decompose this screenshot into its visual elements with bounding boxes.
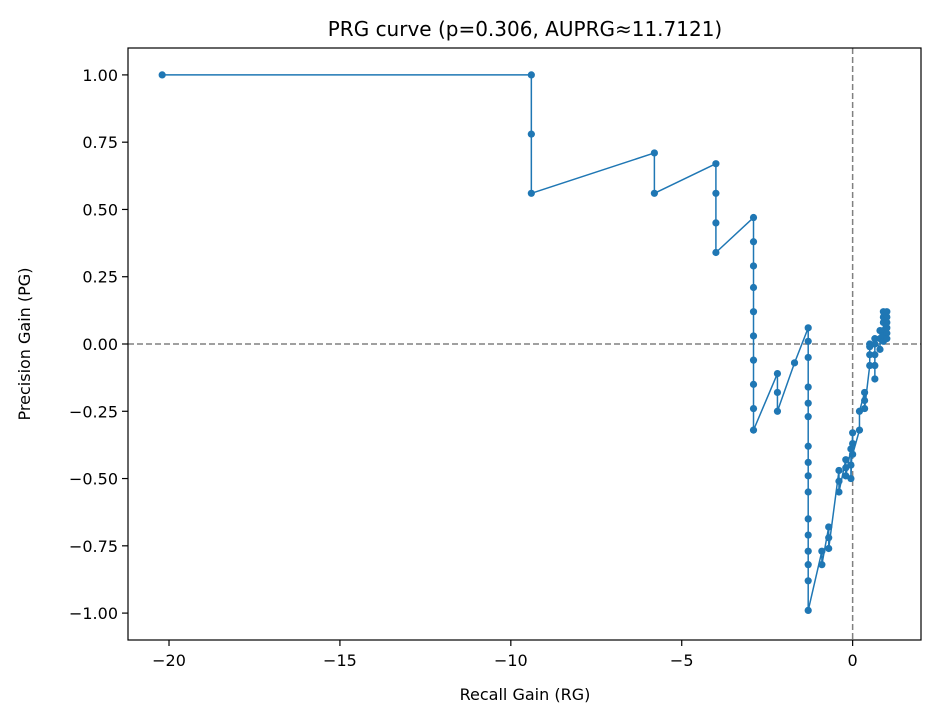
data-point (790, 359, 799, 367)
data-point (749, 356, 758, 364)
data-point (883, 308, 891, 316)
data-point (818, 561, 826, 569)
data-point (804, 383, 812, 391)
x-tick-label: −20 (152, 651, 186, 670)
reference-lines (128, 48, 921, 640)
data-point (712, 189, 720, 197)
data-point (883, 329, 891, 337)
data-point (749, 380, 758, 388)
y-tick-label: 0.25 (82, 268, 118, 287)
data-point (883, 313, 891, 321)
data-point (749, 283, 758, 292)
data-point (871, 375, 879, 383)
y-axis-label: Precision Gain (PG) (15, 268, 34, 421)
data-point (825, 534, 833, 542)
x-tick-label: −5 (670, 651, 694, 670)
data-point (847, 461, 855, 469)
x-axis-label: Recall Gain (RG) (460, 685, 591, 704)
chart-title: PRG curve (p=0.306, AUPRG≈11.7121) (328, 17, 722, 41)
data-point (835, 466, 843, 475)
data-point (861, 404, 869, 413)
x-tick-label: −15 (323, 651, 357, 670)
series-layer (158, 71, 891, 615)
data-point (883, 318, 891, 327)
data-point (527, 189, 535, 197)
data-point (847, 474, 855, 483)
y-tick-label: −1.00 (69, 604, 118, 623)
data-point (527, 130, 535, 138)
data-point (804, 324, 812, 332)
y-tick-label: −0.25 (69, 402, 118, 421)
data-point (749, 308, 758, 316)
data-point (842, 456, 850, 464)
data-point (866, 351, 874, 359)
data-point (849, 429, 857, 437)
y-tick-label: 0.00 (82, 335, 118, 354)
data-point (866, 361, 874, 370)
data-point (866, 340, 874, 348)
data-point (825, 523, 833, 531)
data-point (749, 238, 758, 246)
data-point (804, 399, 812, 407)
data-point (835, 488, 843, 496)
y-tick-label: −0.75 (69, 537, 118, 556)
data-point (849, 450, 857, 458)
data-point (804, 488, 812, 496)
y-tick-label: −0.50 (69, 470, 118, 489)
data-point (749, 213, 758, 222)
data-point (871, 351, 879, 359)
data-point (527, 71, 535, 79)
y-tick-label: 1.00 (82, 66, 118, 85)
data-point (749, 426, 758, 434)
data-point (773, 407, 782, 415)
data-point (871, 340, 879, 348)
data-point (773, 370, 782, 378)
data-point (650, 189, 658, 197)
data-point (804, 413, 812, 421)
data-point (871, 335, 879, 343)
data-point (804, 442, 812, 450)
data-point (773, 388, 782, 397)
y-tick-label: 0.75 (82, 133, 118, 152)
y-tick-label: 0.50 (82, 200, 118, 219)
x-axis-ticks: −20 −15 −10 −5 0 (152, 640, 858, 670)
data-point (804, 531, 812, 539)
data-point (804, 547, 812, 555)
data-point (804, 577, 812, 585)
data-point (712, 219, 720, 227)
data-point (871, 361, 879, 370)
data-point (749, 404, 758, 413)
data-point (749, 332, 758, 340)
data-point (804, 458, 812, 466)
data-point (835, 477, 843, 485)
data-point (749, 262, 758, 270)
data-point (712, 248, 720, 257)
data-point (818, 547, 826, 555)
data-point (804, 561, 812, 569)
data-point (804, 337, 812, 345)
data-point (804, 515, 812, 523)
data-point (158, 71, 166, 79)
y-axis-ticks: 1.00 0.75 0.50 0.25 0.00 −0.25 −0.50 −0.75 −1.00 (69, 66, 128, 623)
x-tick-label: −10 (494, 651, 528, 670)
x-tick-label: 0 (848, 651, 858, 670)
data-point (861, 388, 869, 397)
plot-frame (127, 47, 922, 641)
data-point (825, 544, 833, 553)
data-point (712, 160, 720, 168)
data-point (883, 324, 891, 332)
data-point (650, 149, 658, 157)
data-point (876, 345, 884, 353)
data-point (804, 353, 812, 362)
data-point (883, 335, 891, 343)
data-point (804, 606, 812, 615)
data-point (849, 439, 857, 448)
data-point (804, 472, 812, 480)
data-point (855, 426, 864, 434)
data-point (861, 396, 869, 405)
